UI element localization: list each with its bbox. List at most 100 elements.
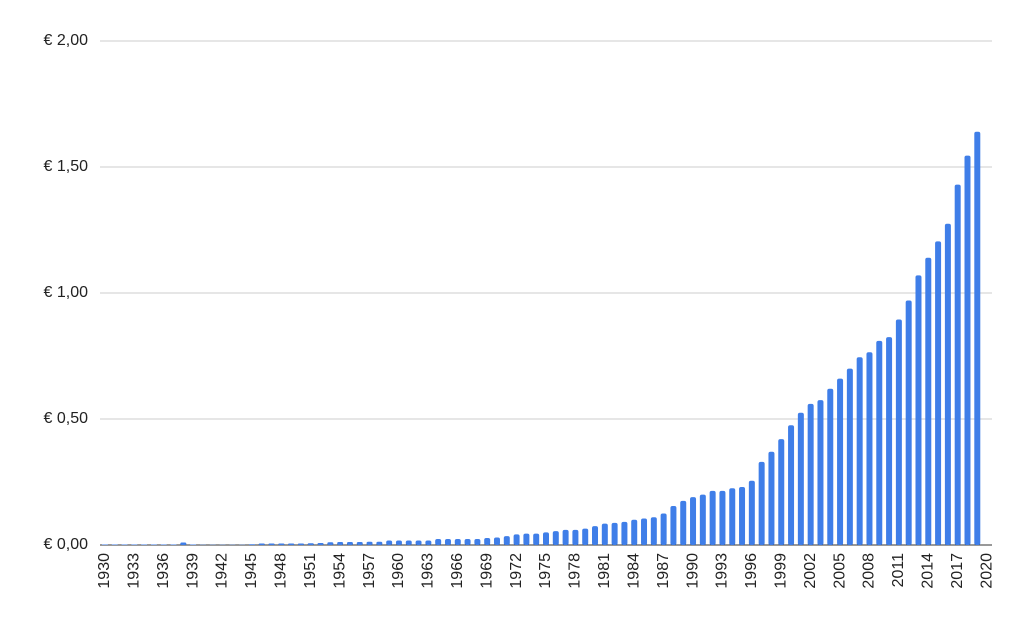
y-tick-label: € 1,00 (44, 284, 89, 301)
bar (248, 544, 255, 545)
bar (611, 522, 618, 545)
bar (817, 400, 824, 545)
bar (837, 378, 844, 545)
bar (915, 275, 922, 545)
bar (739, 487, 746, 545)
bar (592, 526, 599, 545)
x-tick-label: 1957 (361, 553, 378, 589)
x-tick-label: 1951 (302, 553, 319, 589)
bar (288, 543, 295, 545)
bar (464, 538, 471, 545)
x-tick-label: 2017 (949, 553, 966, 589)
bar (827, 388, 834, 545)
bar (533, 533, 540, 545)
x-tick-label: 1933 (126, 553, 143, 589)
x-tick-label: 1981 (596, 553, 613, 589)
bar (297, 543, 304, 545)
bar (670, 505, 677, 545)
bar (807, 403, 814, 545)
bar (346, 541, 353, 545)
bar (141, 544, 148, 545)
bar (562, 529, 569, 545)
y-tick-label: € 1,50 (44, 158, 89, 175)
x-tick-label: 1942 (214, 553, 231, 589)
x-tick-label: 2002 (802, 553, 819, 589)
bar (699, 494, 706, 545)
x-tick-label: 1972 (508, 553, 525, 589)
bar (944, 223, 951, 545)
bar (366, 541, 373, 545)
bar (690, 497, 697, 545)
x-tick-label: 1954 (331, 553, 348, 589)
bar (660, 513, 667, 545)
bar (150, 544, 157, 545)
bar (493, 537, 500, 545)
bar (111, 544, 118, 545)
bar (415, 540, 422, 545)
bar (866, 352, 873, 545)
bar (641, 518, 648, 545)
bar (895, 319, 902, 545)
x-tick-label: 1960 (390, 553, 407, 589)
bar (905, 300, 912, 545)
bar (307, 543, 314, 545)
bar (444, 538, 451, 545)
bar (337, 541, 344, 545)
x-tick-label: 1993 (714, 553, 731, 589)
bar (405, 540, 412, 545)
bar (454, 538, 461, 545)
x-tick-label: 1999 (772, 553, 789, 589)
bar (621, 521, 628, 545)
bar (258, 543, 265, 545)
bar (778, 439, 785, 545)
x-tick-label: 1984 (625, 553, 642, 589)
bar (327, 542, 334, 545)
bar (748, 480, 755, 545)
bar (650, 517, 657, 545)
bar (709, 490, 716, 545)
bar (395, 540, 402, 545)
bar (974, 131, 981, 545)
bar (680, 500, 687, 545)
bar (572, 529, 579, 545)
bar (278, 543, 285, 545)
bar (435, 538, 442, 545)
bar (376, 541, 383, 545)
x-tick-label: 2020 (978, 553, 995, 589)
x-tick-label: 2005 (831, 553, 848, 589)
bar (964, 155, 971, 545)
bar (484, 537, 491, 545)
bar (523, 533, 530, 545)
bar (788, 425, 795, 545)
bar (582, 528, 589, 545)
bar (758, 461, 765, 545)
bar (180, 542, 187, 545)
x-tick-label: 1990 (684, 553, 701, 589)
bar (543, 532, 549, 545)
bar (552, 531, 559, 545)
bar (268, 543, 275, 545)
x-tick-label: 1963 (420, 553, 437, 589)
x-tick-label: 1996 (743, 553, 760, 589)
x-tick-label: 1978 (567, 553, 584, 589)
bar (386, 540, 393, 545)
bar (170, 544, 177, 545)
bar (876, 340, 883, 545)
x-tick-label: 2014 (920, 553, 937, 589)
x-tick-label: 1939 (184, 553, 201, 589)
bar (846, 368, 853, 545)
bar (797, 412, 804, 545)
bar (317, 542, 324, 545)
y-tick-label: € 0,00 (44, 536, 89, 553)
bar (954, 184, 961, 545)
bar (474, 538, 481, 545)
bar (768, 451, 775, 545)
bar (131, 544, 138, 545)
x-tick-label: 1987 (655, 553, 672, 589)
bar (729, 488, 736, 545)
bar (935, 241, 942, 545)
bar (190, 544, 197, 545)
x-tick-label: 1930 (96, 553, 113, 589)
x-tick-label: 1969 (478, 553, 495, 589)
bar (101, 544, 108, 545)
